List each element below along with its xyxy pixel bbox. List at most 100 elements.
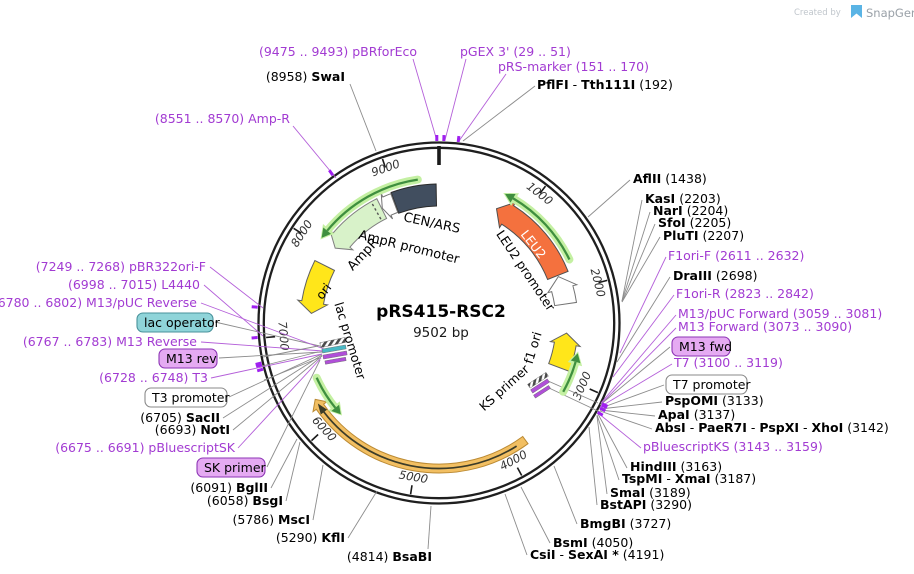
label-F1ori-F[interactable]: F1ori-F (2611 .. 2632) <box>668 248 804 263</box>
feature-LEU2-promoter[interactable] <box>546 275 579 307</box>
feature-LEU2[interactable] <box>495 201 569 281</box>
label-M13-pUC-Forward[interactable]: M13/pUC Forward (3059 .. 3081) <box>678 306 882 321</box>
orf-arrow[interactable] <box>326 178 418 232</box>
primer-bar <box>319 337 347 348</box>
label-M13-pUC-Reverse[interactable]: (6780 .. 6802) M13/pUC Reverse <box>0 295 197 310</box>
orf-arrowhead <box>570 353 581 364</box>
callout-line <box>462 85 536 142</box>
label-BstAPI[interactable]: BstAPI (3290) <box>600 497 692 512</box>
label-PspOMI[interactable]: PspOMI (3133) <box>665 393 764 408</box>
label-pBluescriptKS[interactable]: pBluescriptKS (3143 .. 3159) <box>643 439 823 454</box>
tick-mark <box>381 158 387 168</box>
callout-line <box>347 490 378 539</box>
label-AbsI-PaeR7I-PspXI-XhoI[interactable]: AbsI - PaeR7I - PspXI - XhoI (3142) <box>655 420 889 435</box>
callout-line <box>210 353 323 379</box>
label-M13-fwd[interactable]: M13 fwd <box>679 339 732 354</box>
primer-site-tick <box>256 367 264 373</box>
label-M13-Reverse[interactable]: (6767 .. 6783) M13 Reverse <box>23 334 197 349</box>
callout-line <box>588 426 598 506</box>
feature-label-cen-ars[interactable]: CEN/ARS <box>402 210 461 237</box>
label-T7-promoter[interactable]: T7 promoter <box>672 377 751 392</box>
orf-arrow[interactable] <box>315 377 337 409</box>
feature-AmpR-promoter[interactable] <box>380 193 399 220</box>
label-pBRforEco[interactable]: (9475 .. 9493) pBRforEco <box>259 44 417 59</box>
primer-bar <box>321 344 347 354</box>
callout-line <box>597 412 642 449</box>
tick-label: 7000 <box>275 321 291 351</box>
feature-ori[interactable] <box>296 259 336 315</box>
primer-bar <box>533 385 551 399</box>
callout-line <box>222 354 323 419</box>
tick-label: 1000 <box>524 179 556 208</box>
callout-line <box>237 357 322 449</box>
label-HindIII[interactable]: HindIII (3163) <box>630 459 722 474</box>
label-SfoI[interactable]: SfoI (2205) <box>658 215 731 230</box>
label-NarI[interactable]: NarI (2204) <box>653 203 728 218</box>
feature-CEN-ARS[interactable] <box>390 183 438 214</box>
tick-mark <box>310 433 319 442</box>
orf-arrowhead <box>321 227 331 238</box>
label-Amp-R[interactable]: (8551 .. 8570) Amp-R <box>155 111 290 126</box>
callout-line <box>612 294 675 378</box>
plasmid-backbone-outer-ring <box>257 141 621 505</box>
label-lac-operator[interactable]: lac operator <box>144 315 221 330</box>
label-PflFI-Tth111I[interactable]: PflFI - Tth111I (192) <box>537 77 673 92</box>
label-BsgI[interactable]: (6058) BsgI <box>207 493 283 508</box>
label-M13-Forward[interactable]: M13 Forward (3073 .. 3090) <box>678 319 852 334</box>
tick-mark <box>589 388 599 394</box>
feature-label-ks-primer[interactable]: KS primer <box>476 361 532 414</box>
label-KasI[interactable]: KasI (2203) <box>645 191 721 206</box>
feature-RSC2-band[interactable] <box>312 398 529 474</box>
label-AflII[interactable]: AflII (1438) <box>633 171 707 186</box>
label-pBR322ori-F[interactable]: (7249 .. 7268) pBR322ori-F <box>36 259 206 274</box>
feature-label-f1-ori[interactable]: f1 ori <box>521 330 545 366</box>
orf-arrow[interactable] <box>512 197 571 261</box>
label-ApaI[interactable]: ApaI (3137) <box>658 407 735 422</box>
callout-line <box>600 314 677 404</box>
plasmid-name: pRS415-RSC2 <box>376 302 506 322</box>
label-pGEX-3[interactable]: pGEX 3' (29 .. 51) <box>460 44 571 59</box>
callout-line <box>599 363 673 408</box>
label-BsaBI[interactable]: (4814) BsaBI <box>347 549 432 564</box>
label-DraIII[interactable]: DraIII (2698) <box>673 268 757 283</box>
label-BsmI[interactable]: BsmI (4050) <box>553 535 633 550</box>
label-CsiI-SexAI[interactable]: CsiI - SexAI * (4191) <box>530 547 664 562</box>
label-SwaI[interactable]: (8958) SwaI <box>266 69 345 84</box>
feature-AmpR[interactable] <box>329 198 388 251</box>
boxed-label-T7-promoter[interactable] <box>665 374 748 395</box>
boxed-label-T3-promoter[interactable] <box>144 387 228 408</box>
primer-site-tick <box>599 406 607 413</box>
label-L4440[interactable]: (6998 .. 7015) L4440 <box>68 277 200 292</box>
label-T3[interactable]: (6728 .. 6748) T3 <box>99 370 208 385</box>
label-T3-promoter[interactable]: T3 promoter <box>151 390 230 405</box>
callout-line <box>616 276 671 363</box>
orf-arrow[interactable] <box>562 361 577 393</box>
label-SK-primer[interactable]: SK primer <box>204 460 267 475</box>
label-BmgBI[interactable]: BmgBI (3727) <box>580 516 671 531</box>
label-M13-rev[interactable]: M13 rev <box>166 351 217 366</box>
label-MscI[interactable]: (5786) MscI <box>233 512 311 527</box>
callout-line <box>619 256 667 354</box>
callout-line <box>200 302 325 350</box>
plasmid-size-label: 9502 bp <box>413 325 469 341</box>
label-pRS-marker[interactable]: pRS-marker (151 .. 170) <box>498 59 649 74</box>
boxed-label-SK-primer[interactable] <box>196 457 266 478</box>
label-T7[interactable]: T7 (3100 .. 3119) <box>673 355 783 370</box>
label-TspMI-XmaI[interactable]: TspMI - XmaI (3187) <box>622 471 756 486</box>
callout-line <box>621 236 661 303</box>
primer-bar <box>527 372 549 389</box>
label-BglII[interactable]: (6091) BglII <box>190 480 268 495</box>
boxed-label-M13-rev[interactable] <box>158 348 218 369</box>
tick-mark <box>516 467 523 476</box>
boxed-label-lac-operator[interactable] <box>136 312 214 333</box>
label-F1ori-R[interactable]: F1ori-R (2823 .. 2842) <box>676 286 814 301</box>
plasmid-backbone-inner-ring <box>262 146 616 500</box>
label-KflI[interactable]: (5290) KflI <box>276 530 345 545</box>
label-SacII[interactable]: (6705) SacII <box>140 410 220 425</box>
label-NotI[interactable]: (6693) NotI <box>155 422 230 437</box>
label-PluTI[interactable]: PluTI (2207) <box>663 228 744 243</box>
boxed-label-M13-fwd[interactable] <box>671 336 731 357</box>
label-pBluescriptSK[interactable]: (6675 .. 6691) pBluescriptSK <box>55 440 236 455</box>
label-SmaI[interactable]: SmaI (3189) <box>610 485 691 500</box>
callout-line <box>458 73 507 142</box>
